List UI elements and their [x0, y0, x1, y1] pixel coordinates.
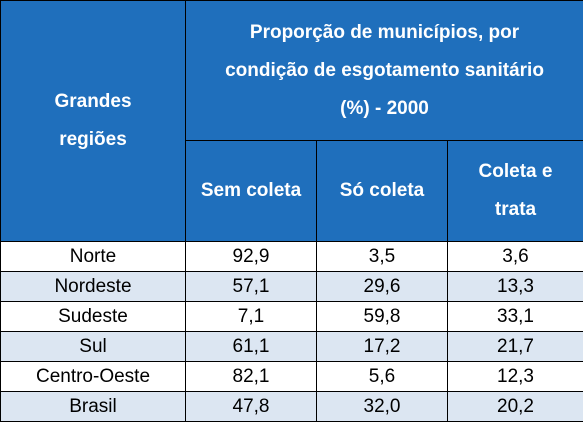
value-cell: 17,2 [316, 331, 448, 362]
region-cell: Centro-Oeste [0, 361, 186, 392]
column-header-text: Coleta e trata [478, 161, 553, 220]
column-header-text: Só coleta [339, 180, 425, 201]
column-header-text: Sem coleta [200, 180, 302, 201]
region-header: Grandes regiões [0, 0, 186, 242]
value-cell: 82,1 [185, 361, 317, 392]
region-header-text: Grandes regiões [54, 91, 132, 150]
column-header: Coleta e trata [446, 140, 583, 242]
table-row: Nordeste 57,1 29,6 13,3 [0, 271, 583, 302]
value-cell: 59,8 [316, 301, 448, 332]
value-cell: 3,6 [446, 241, 583, 272]
value-cell: 20,2 [446, 391, 583, 422]
value-cell: 57,1 [185, 271, 317, 302]
region-cell: Brasil [0, 391, 186, 422]
region-cell: Nordeste [0, 271, 186, 302]
value-cell: 5,6 [316, 361, 448, 392]
value-cell: 61,1 [185, 331, 317, 362]
region-cell: Norte [0, 241, 186, 272]
value-cell: 3,5 [316, 241, 448, 272]
value-cell: 92,9 [185, 241, 317, 272]
region-cell: Sul [0, 331, 186, 362]
table-row: Norte 92,9 3,5 3,6 [0, 241, 583, 272]
value-cell: 32,0 [316, 391, 448, 422]
column-header: Sem coleta [185, 140, 317, 242]
table-row: Sul 61,1 17,2 21,7 [0, 331, 583, 362]
value-cell: 21,7 [446, 331, 583, 362]
table-row: Brasil 47,8 32,0 20,2 [0, 391, 583, 422]
table-row: Centro-Oeste 82,1 5,6 12,3 [0, 361, 583, 392]
value-cell: 13,3 [446, 271, 583, 302]
column-header: Só coleta [316, 140, 448, 242]
value-cell: 12,3 [446, 361, 583, 392]
value-cell: 33,1 [446, 301, 583, 332]
group-header: Proporção de municípios, por condição de… [184, 0, 583, 141]
region-cell: Sudeste [0, 301, 186, 332]
value-cell: 47,8 [185, 391, 317, 422]
table-row: Sudeste 7,1 59,8 33,1 [0, 301, 583, 332]
value-cell: 29,6 [316, 271, 448, 302]
value-cell: 7,1 [185, 301, 317, 332]
group-header-text: Proporção de municípios, por condição de… [225, 21, 544, 119]
